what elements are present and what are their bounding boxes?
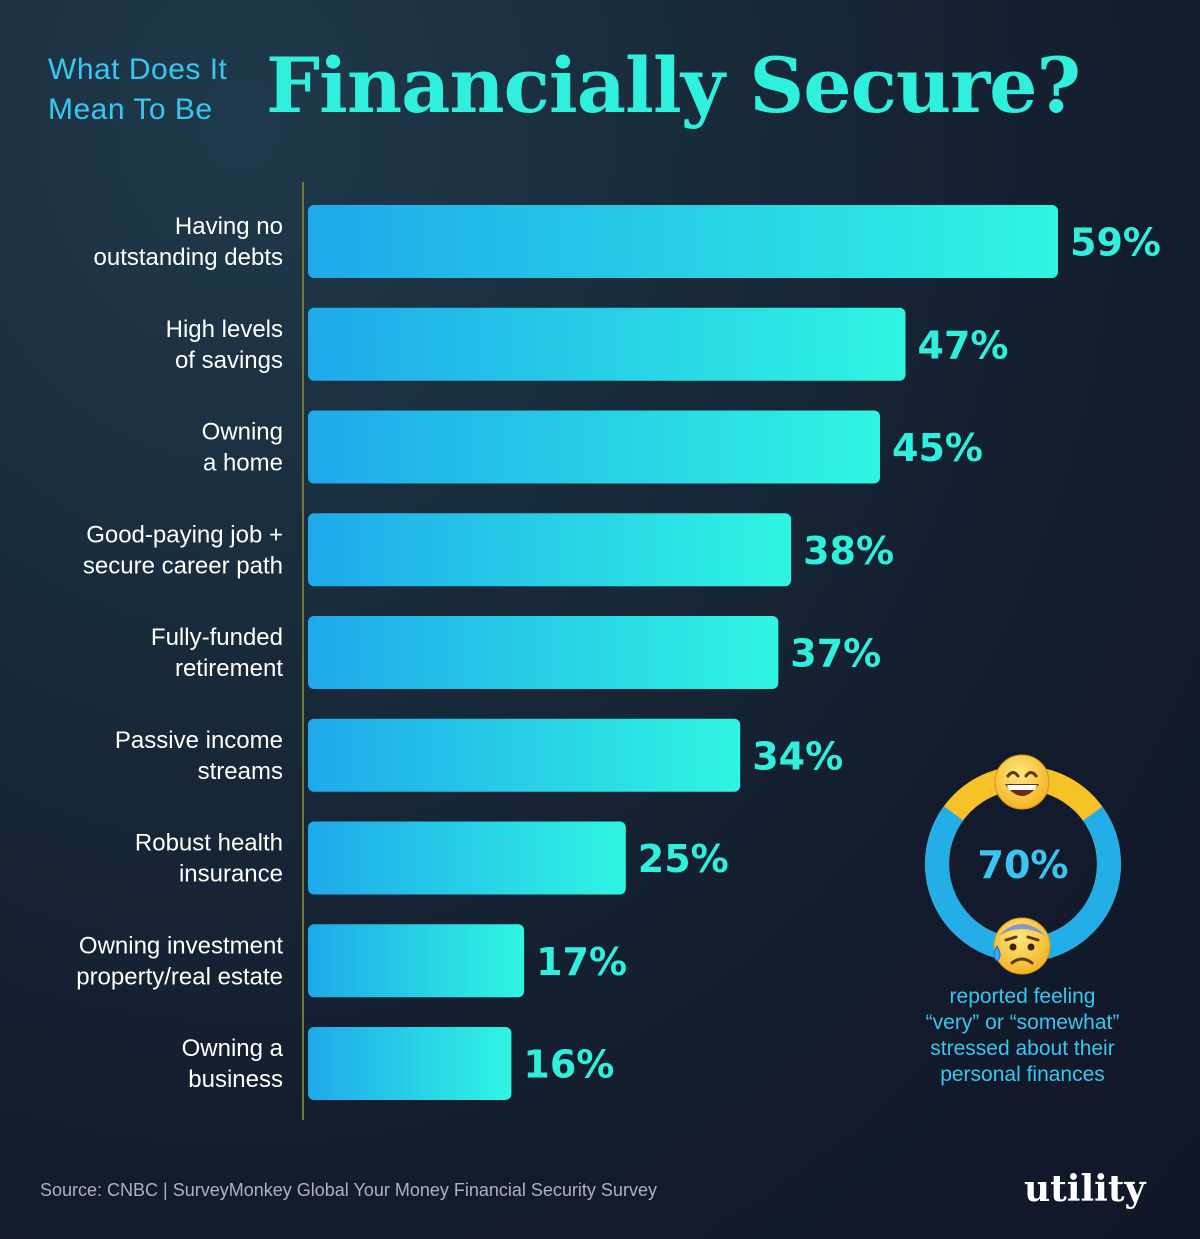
bar-1 xyxy=(308,205,1058,278)
donut-caption-line-4: personal finances xyxy=(940,1063,1105,1086)
value-label-4: 38% xyxy=(803,529,894,573)
bar-2 xyxy=(308,307,906,381)
bar-4 xyxy=(308,513,792,587)
stress-donut: 70% xyxy=(925,754,1121,975)
bar-7 xyxy=(308,821,626,895)
value-label-2: 47% xyxy=(918,323,1009,367)
subtitle-line-1: What Does It xyxy=(48,53,228,86)
bars-group: 59% Having no outstanding debts 47% High lev… xyxy=(76,205,1161,1100)
grinning-face-icon xyxy=(994,754,1050,810)
subtitle-line-2: Mean To Be xyxy=(48,93,213,126)
category-label-6: Passive income streams xyxy=(115,727,283,785)
chart-subtitle: What Does It Mean To Be xyxy=(48,50,227,130)
anxious-face-with-sweat-icon xyxy=(993,917,1051,975)
category-label-8: Owning investment property/real estate xyxy=(76,932,283,990)
category-label-4: Good-paying job + secure career path xyxy=(83,521,283,579)
value-label-8: 17% xyxy=(536,940,627,984)
source-note: Source: CNBC | SurveyMonkey Global Your … xyxy=(40,1180,657,1200)
value-label-6: 34% xyxy=(752,734,843,778)
category-label-5: Fully-funded retirement xyxy=(151,624,283,682)
value-label-5: 37% xyxy=(790,632,881,676)
category-label-3: Owning a home xyxy=(202,419,283,477)
donut-caption-line-2: “very” or “somewhat” xyxy=(925,1011,1120,1034)
bar-3 xyxy=(308,410,880,484)
category-label-1: Having no outstanding debts xyxy=(94,213,283,271)
donut-caption-line-3: stressed about their xyxy=(930,1037,1115,1060)
value-label-3: 45% xyxy=(892,426,983,470)
donut-caption-line-1: reported feeling xyxy=(949,985,1096,1008)
donut-caption: reported feeling “very” or “somewhat” st… xyxy=(900,984,1145,1088)
utility-logo: utility xyxy=(1024,1168,1146,1210)
value-label-7: 25% xyxy=(638,837,729,881)
bar-8 xyxy=(308,924,525,998)
value-label-9: 16% xyxy=(523,1043,614,1087)
bar-6 xyxy=(308,718,741,792)
value-label-1: 59% xyxy=(1070,221,1161,265)
bar-5 xyxy=(308,616,779,689)
bar-9 xyxy=(308,1027,512,1100)
donut-value-label: 70% xyxy=(978,843,1069,887)
chart-title: Financially Secure? xyxy=(266,41,1081,130)
category-label-2: High levels of savings xyxy=(166,316,283,374)
category-label-7: Robust health insurance xyxy=(135,830,283,888)
category-label-9: Owning a business xyxy=(182,1035,284,1093)
